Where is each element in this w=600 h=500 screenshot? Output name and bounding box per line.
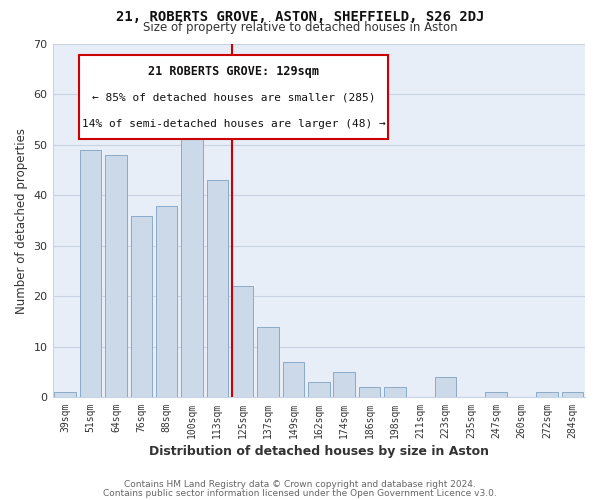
Text: Contains public sector information licensed under the Open Government Licence v3: Contains public sector information licen… (103, 488, 497, 498)
Bar (562, 392, 583, 398)
Bar (105, 155, 127, 398)
X-axis label: Distribution of detached houses by size in Aston: Distribution of detached houses by size … (149, 444, 489, 458)
Bar (283, 362, 304, 398)
Bar (485, 392, 507, 398)
Bar (308, 382, 329, 398)
Text: 21, ROBERTS GROVE, ASTON, SHEFFIELD, S26 2DJ: 21, ROBERTS GROVE, ASTON, SHEFFIELD, S26… (116, 10, 484, 24)
Text: ← 85% of detached houses are smaller (285): ← 85% of detached houses are smaller (28… (92, 92, 376, 102)
Bar (80, 150, 101, 398)
Bar (232, 286, 253, 398)
Bar (536, 392, 558, 398)
Bar (435, 377, 457, 398)
Bar (55, 392, 76, 398)
FancyBboxPatch shape (79, 54, 388, 140)
Bar (359, 388, 380, 398)
Y-axis label: Number of detached properties: Number of detached properties (15, 128, 28, 314)
Bar (156, 206, 178, 398)
Bar (257, 327, 279, 398)
Bar (131, 216, 152, 398)
Bar (206, 180, 228, 398)
Text: 14% of semi-detached houses are larger (48) →: 14% of semi-detached houses are larger (… (82, 119, 385, 129)
Text: 21 ROBERTS GROVE: 129sqm: 21 ROBERTS GROVE: 129sqm (148, 65, 319, 78)
Text: Contains HM Land Registry data © Crown copyright and database right 2024.: Contains HM Land Registry data © Crown c… (124, 480, 476, 489)
Text: Size of property relative to detached houses in Aston: Size of property relative to detached ho… (143, 21, 457, 34)
Bar (181, 104, 203, 398)
Bar (384, 388, 406, 398)
Bar (334, 372, 355, 398)
